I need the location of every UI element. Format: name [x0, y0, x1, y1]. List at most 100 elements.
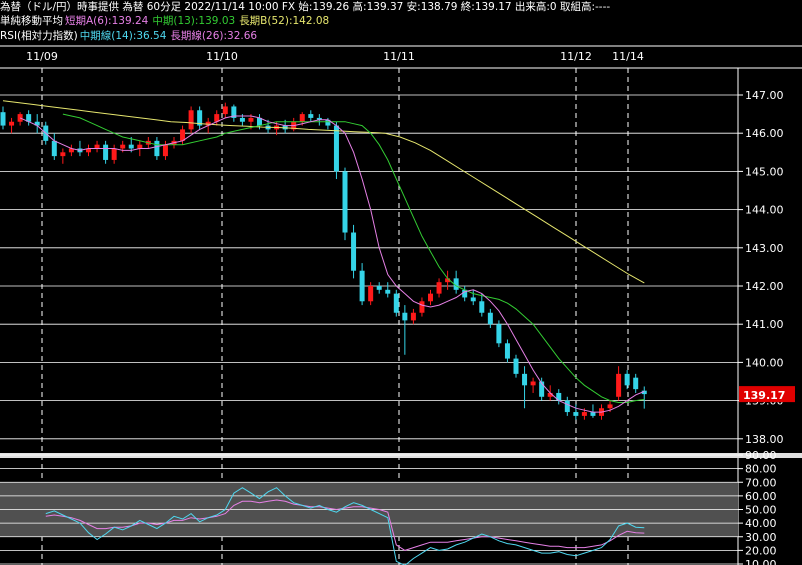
candle-up [188, 110, 194, 130]
rsi-legend-title: RSI(相対力指数) [0, 30, 78, 42]
candle-down [333, 125, 339, 172]
x-tick-label: 11/12 [560, 50, 592, 63]
candle-down [128, 144, 134, 149]
ma-long-legend: 長期B(52):142.08 [239, 15, 330, 27]
rsi-tick-label: 80.00 [745, 463, 777, 476]
rsi-tick-label: 90.00 [745, 449, 777, 462]
rsi-tick-label: 70.00 [745, 476, 777, 489]
y-tick-label: 138.00 [745, 433, 784, 446]
rsi-tick-label: 20.00 [745, 544, 777, 557]
x-tick-label: 11/10 [206, 50, 238, 63]
candle-up [428, 293, 433, 302]
candle-down [376, 286, 382, 290]
y-tick-label: 144.00 [745, 204, 784, 217]
ma-legend-title: 単純移動平均 [0, 15, 63, 27]
candle-up [419, 301, 425, 313]
candle-up [68, 148, 74, 153]
candle-up [607, 404, 613, 409]
x-tick-label: 11/11 [383, 50, 415, 63]
candle-down [34, 121, 40, 126]
ma-legend: 単純移動平均 短期A(6):139.24 中期(13):139.03 長期B(52):… [0, 14, 802, 28]
x-tick-label: 11/14 [612, 50, 644, 63]
candle-up [445, 278, 451, 283]
candle-down [564, 400, 570, 413]
ma-long-line [2, 100, 645, 284]
x-tick-label: 11/09 [26, 50, 58, 63]
candle-up [162, 144, 168, 157]
ma-short-line [19, 115, 645, 413]
candle-down [154, 140, 160, 157]
candle-up [222, 106, 228, 115]
candle-down [308, 114, 314, 118]
candle-down [257, 117, 262, 126]
candle-up [410, 312, 416, 321]
rsi-mid-line [45, 487, 645, 565]
candle-up [111, 148, 117, 160]
rsi-tick-label: 40.00 [745, 517, 777, 530]
candle-down [402, 312, 408, 321]
candle-down [197, 110, 203, 126]
rsi-long-legend: 長期線(26):32.66 [170, 30, 258, 42]
candle-down [342, 171, 348, 233]
candle-down [539, 381, 545, 397]
candle-up [120, 144, 126, 149]
candle-down [393, 293, 399, 313]
candle-up [86, 148, 91, 153]
y-tick-label: 141.00 [745, 318, 784, 331]
candle-down [573, 412, 579, 416]
candle-up [547, 392, 553, 397]
candle-down [325, 119, 331, 126]
candle-down [462, 289, 468, 298]
candle-up [616, 373, 622, 397]
candle-down [496, 324, 502, 344]
candle-up [299, 114, 305, 122]
candle-down [453, 278, 459, 290]
candle-down [51, 140, 57, 157]
y-tick-label: 146.00 [745, 127, 784, 140]
candle-down [513, 358, 519, 374]
candle-down [504, 343, 510, 359]
candle-up [9, 121, 15, 126]
candle-down [103, 144, 109, 160]
candle-down [590, 412, 596, 416]
y-tick-label: 142.00 [745, 280, 784, 293]
candle-down [556, 392, 562, 401]
candle-down [522, 373, 528, 386]
candle-down [479, 301, 485, 313]
ma-short-legend: 短期A(6):139.24 [65, 15, 149, 27]
candle-down [239, 117, 245, 122]
candle-up [530, 381, 536, 386]
candle-down [470, 297, 476, 302]
ma-mid-line [62, 113, 645, 403]
rsi-tick-label: 10.00 [745, 558, 777, 565]
candle-down [359, 270, 365, 302]
rsi-mid-legend: 中期線(14):36.54 [79, 30, 167, 42]
y-tick-label: 147.00 [745, 89, 784, 102]
candle-down [641, 390, 647, 395]
candle-up [137, 144, 143, 149]
y-tick-label: 145.00 [745, 165, 784, 178]
rsi-legend: RSI(相対力指数) 中期線(14):36.54 長期線(26):32.66 [0, 29, 802, 43]
candle-up [368, 286, 374, 302]
candle-up [214, 114, 220, 122]
candle-down [316, 117, 322, 120]
candle-down [231, 106, 237, 118]
candle-down [26, 114, 32, 122]
chart-header-title: 為替（ドル/円）時事提供 為替 60分足 2022/11/14 10:00 FX… [0, 0, 802, 14]
y-tick-label: 140.00 [745, 356, 784, 369]
candle-up [205, 121, 211, 126]
candle-up [60, 152, 66, 157]
rsi-tick-label: 60.00 [745, 490, 777, 503]
last-price-label: 139.17 [743, 389, 785, 402]
last-price-badge [739, 386, 795, 403]
rsi-tick-label: 50.00 [745, 504, 777, 517]
candle-down [0, 112, 6, 126]
candle-down [351, 232, 357, 271]
candle-up [436, 282, 442, 294]
y-tick-label: 143.00 [745, 242, 784, 255]
rsi-tick-label: 30.00 [745, 531, 777, 544]
candle-up [94, 144, 100, 149]
candle-up [180, 129, 186, 141]
candle-down [385, 289, 391, 294]
